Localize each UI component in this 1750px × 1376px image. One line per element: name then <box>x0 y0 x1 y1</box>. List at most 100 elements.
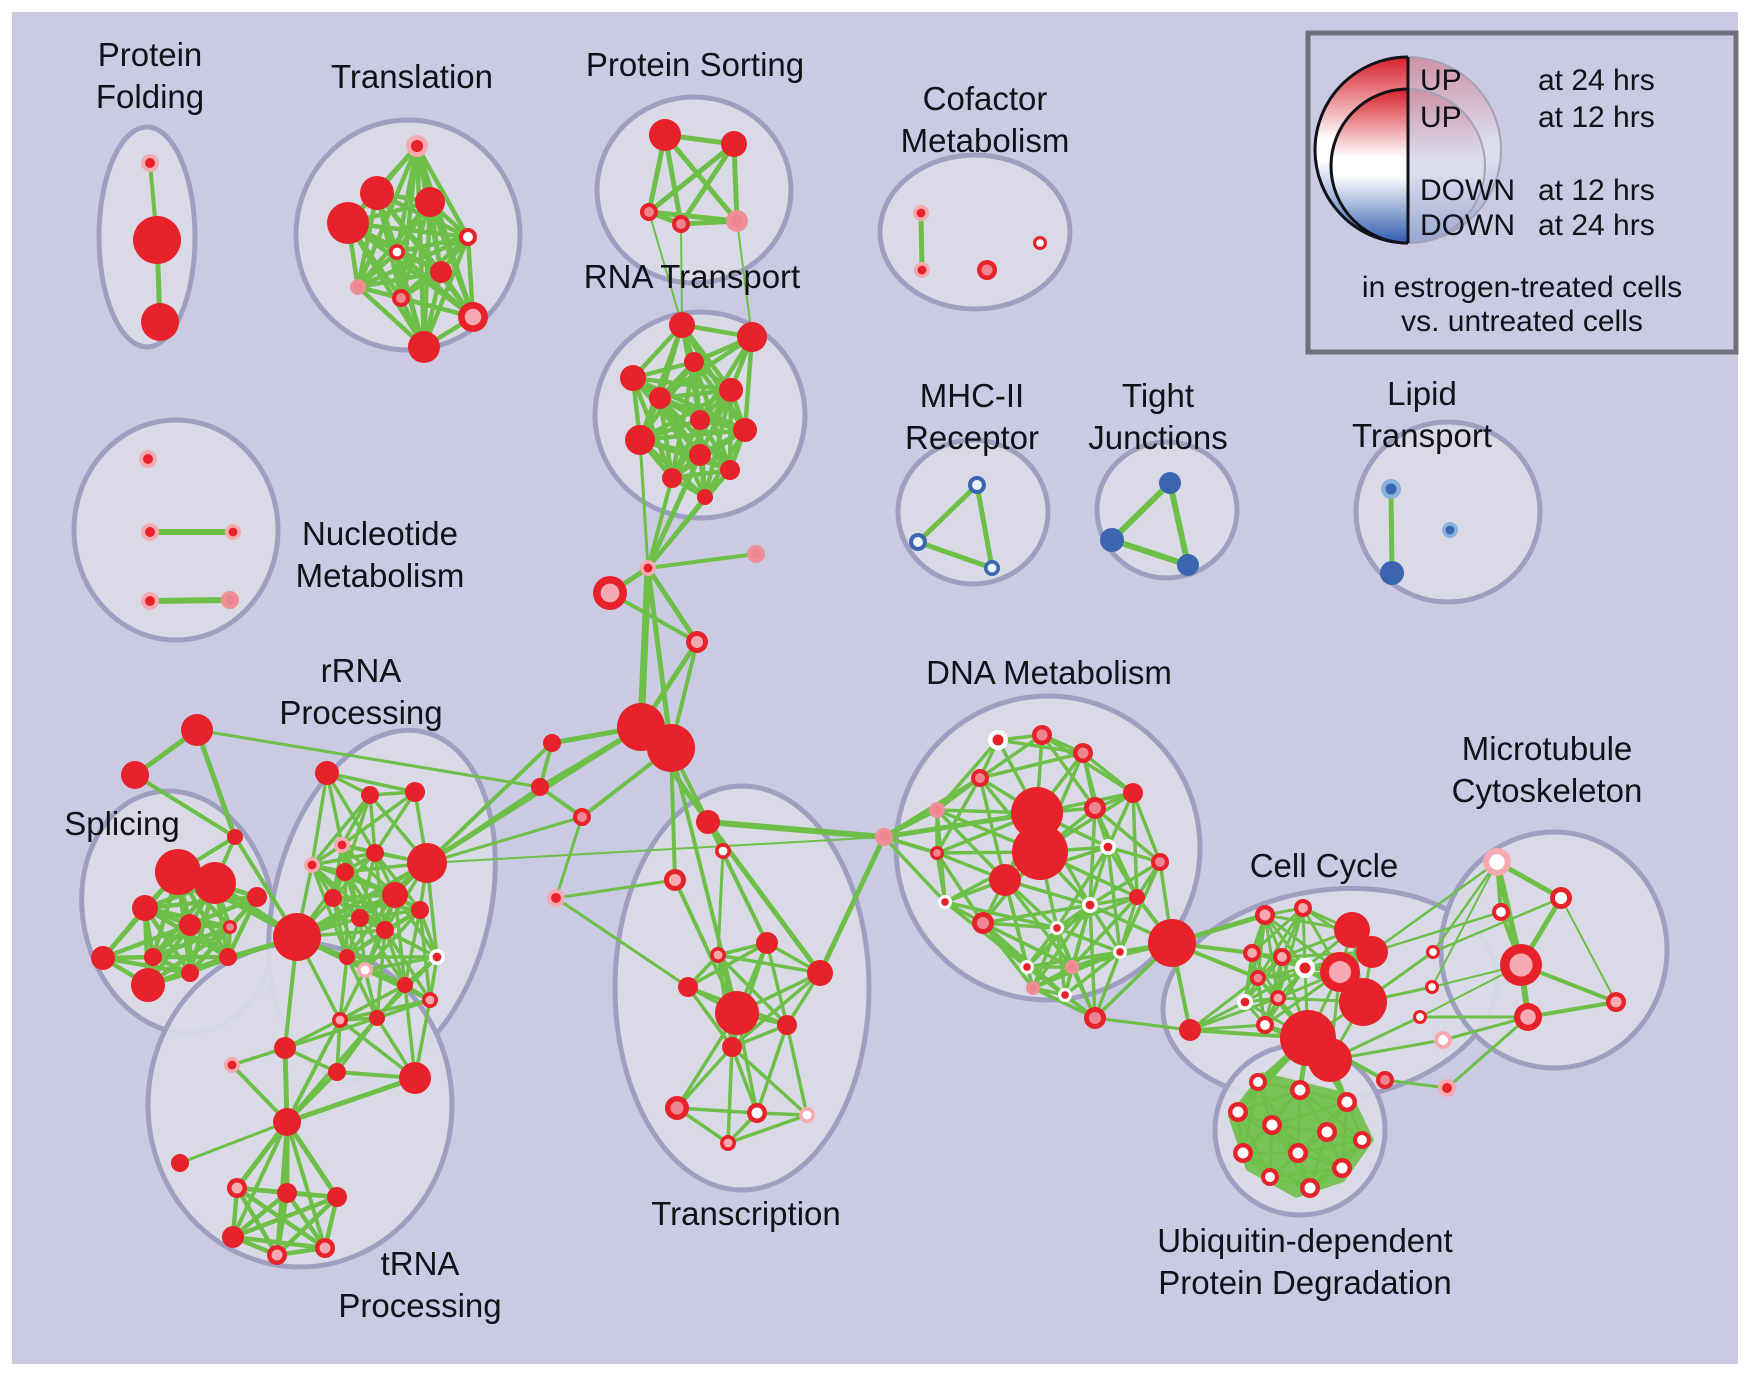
edge-dm17-dm20 <box>1088 903 1122 954</box>
edge-tj1-tj3 <box>1167 480 1191 568</box>
node-rr22 <box>399 1062 431 1094</box>
legend-up-12-dir: UP <box>1420 101 1462 134</box>
edge-mh1-mh2 <box>915 482 980 545</box>
node-pf3 <box>141 303 179 341</box>
edge-cc11-cc16 <box>1188 996 1280 1032</box>
node-ub4 <box>1228 1102 1248 1122</box>
node-rt10 <box>689 444 711 466</box>
edge-rr11-rr13 <box>358 908 422 920</box>
edge-dm17-dm18 <box>981 903 1092 925</box>
edge-tri1-spt <box>194 727 238 840</box>
cluster-lipid-transport <box>1353 419 1543 605</box>
edge-ub2-ub7 <box>1298 1088 1364 1142</box>
edge-t7-t8 <box>355 269 444 290</box>
node-t8 <box>350 279 366 295</box>
edge-rr12-rr16 <box>383 928 439 959</box>
edge-tj2-tj3 <box>1109 537 1191 568</box>
legend-down-12-time: at 12 hrs <box>1538 174 1655 207</box>
node-txw <box>715 843 731 859</box>
edge-rr20-tn1 <box>285 1018 342 1124</box>
edge-rt5-rt9 <box>637 387 734 443</box>
node-dm20 <box>1113 945 1127 959</box>
node-rr8 <box>407 843 447 883</box>
legend-up-12-time: at 12 hrs <box>1538 101 1655 134</box>
edge-ccB-mc1 <box>1370 860 1499 954</box>
node-pk1 <box>1376 1071 1394 1089</box>
node-rt11 <box>662 468 682 488</box>
node-ccA <box>1334 912 1370 948</box>
node-t_a <box>696 810 720 834</box>
label-protein-sorting: Protein Sorting <box>586 46 804 83</box>
node-ps4 <box>672 215 690 233</box>
node-t9 <box>392 289 410 307</box>
node-lt2 <box>1380 561 1404 585</box>
edge-rt11-c1 <box>646 476 674 570</box>
edge-cc17-mc1 <box>1431 860 1499 954</box>
node-rt8 <box>733 418 757 442</box>
node-dm15 <box>938 895 952 909</box>
edge-rt7-rt11 <box>669 417 703 481</box>
node-dm1 <box>988 730 1008 750</box>
node-cc7 <box>1295 958 1315 978</box>
node-ps5 <box>726 210 748 232</box>
edge-dm13-dm16 <box>1106 845 1139 899</box>
edge-dm11-dm12 <box>882 835 939 855</box>
node-rr20 <box>332 1012 348 1028</box>
legend-caption-line2: vs. untreated cells <box>1401 305 1643 338</box>
edge-dm22-dm24 <box>1031 965 1074 990</box>
edge-sp4-sp5 <box>100 922 193 961</box>
edge-ub3-ub5 <box>1270 1100 1349 1127</box>
node-sp11 <box>247 887 267 907</box>
edge-rr8-hub1 <box>424 724 644 866</box>
legend-down-12-dir: DOWN <box>1420 174 1515 207</box>
edge-cc8-cc16 <box>1188 976 1260 1032</box>
node-dm2 <box>1032 725 1052 745</box>
node-w4 <box>547 889 565 907</box>
edge-ccB-mc3 <box>1370 910 1503 954</box>
edge-nm4-nm5 <box>147 597 233 604</box>
node-tn2 <box>171 1154 189 1172</box>
node-pk2 <box>1438 1079 1456 1097</box>
edge-sp6-sp7 <box>150 924 233 960</box>
edge-dm24-dm25 <box>1031 986 1097 1020</box>
edge-dm18-dm22 <box>981 921 1074 969</box>
node-nm3 <box>225 524 241 540</box>
node-nm4 <box>141 592 159 610</box>
node-cc13 <box>1256 1016 1274 1034</box>
node-rr3 <box>405 782 425 802</box>
edge-dm5-dm10 <box>935 808 1007 882</box>
edge-rr15-rr20 <box>338 955 349 1022</box>
node-hub2 <box>647 724 695 772</box>
node-mc1 <box>1483 848 1511 876</box>
label-tight-junctions: Tight Junctions <box>1088 377 1227 456</box>
node-cc5 <box>1243 944 1261 962</box>
legend-node-glyph <box>1313 55 1502 245</box>
label-lipid-transport: Lipid Transport <box>1352 375 1492 454</box>
node-tj1 <box>1159 472 1181 494</box>
edge-rr10-rr15 <box>331 896 349 959</box>
edge-dm3-dm4 <box>1081 751 1135 795</box>
node-ccD <box>1339 978 1387 1026</box>
node-t6 <box>389 244 405 260</box>
node-rr16 <box>429 949 445 965</box>
label-cofactor-metabolism: Cofactor Metabolism <box>901 80 1070 159</box>
node-c2 <box>747 545 765 563</box>
node-tx8 <box>665 1096 689 1120</box>
edge-dm7-dm14 <box>1093 806 1162 864</box>
node-tj3 <box>1177 554 1199 576</box>
edge-dm2-dm6 <box>978 733 1044 780</box>
node-dm19 <box>1050 921 1064 935</box>
node-rt3 <box>620 365 646 391</box>
node-w3 <box>573 808 591 826</box>
node-ub1 <box>1249 1073 1267 1091</box>
node-rt2 <box>737 322 767 352</box>
edge-t1-t5 <box>414 143 471 240</box>
edge-rt9-c1 <box>638 438 650 570</box>
node-sp2 <box>194 862 236 904</box>
node-rr10 <box>324 889 342 907</box>
edge-dm13-dm14 <box>1106 845 1162 864</box>
edge-cc7-cc12 <box>1243 966 1307 1004</box>
edge-rr5-rr15 <box>310 863 349 959</box>
